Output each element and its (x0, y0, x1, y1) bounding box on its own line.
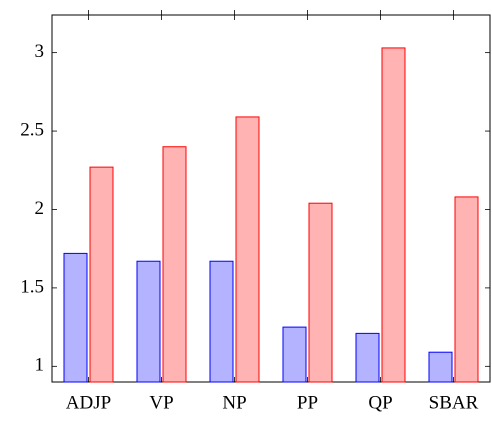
x-tick-label: SBAR (429, 392, 479, 413)
x-tick-label: QP (368, 392, 392, 413)
axis-frame (51, 14, 491, 383)
bar (428, 351, 453, 383)
y-tick-label: 1 (35, 355, 45, 376)
x-tick-label: ADJP (66, 392, 111, 413)
bar (89, 166, 114, 383)
x-tick-label: PP (297, 392, 318, 413)
bar (136, 260, 161, 383)
bar (355, 332, 380, 383)
x-tick-label: VP (149, 392, 173, 413)
bar (235, 116, 260, 383)
bar (454, 196, 479, 383)
bar (209, 260, 234, 383)
y-tick-label: 1.5 (20, 276, 44, 297)
bar (63, 252, 88, 383)
x-tick-label: NP (222, 392, 246, 413)
bar (381, 47, 406, 383)
y-tick-label: 2.5 (20, 119, 44, 140)
y-tick-label: 2 (35, 198, 45, 219)
y-tick-label: 3 (35, 41, 45, 62)
bar (282, 326, 307, 383)
bar (308, 202, 333, 383)
bar (162, 146, 187, 383)
